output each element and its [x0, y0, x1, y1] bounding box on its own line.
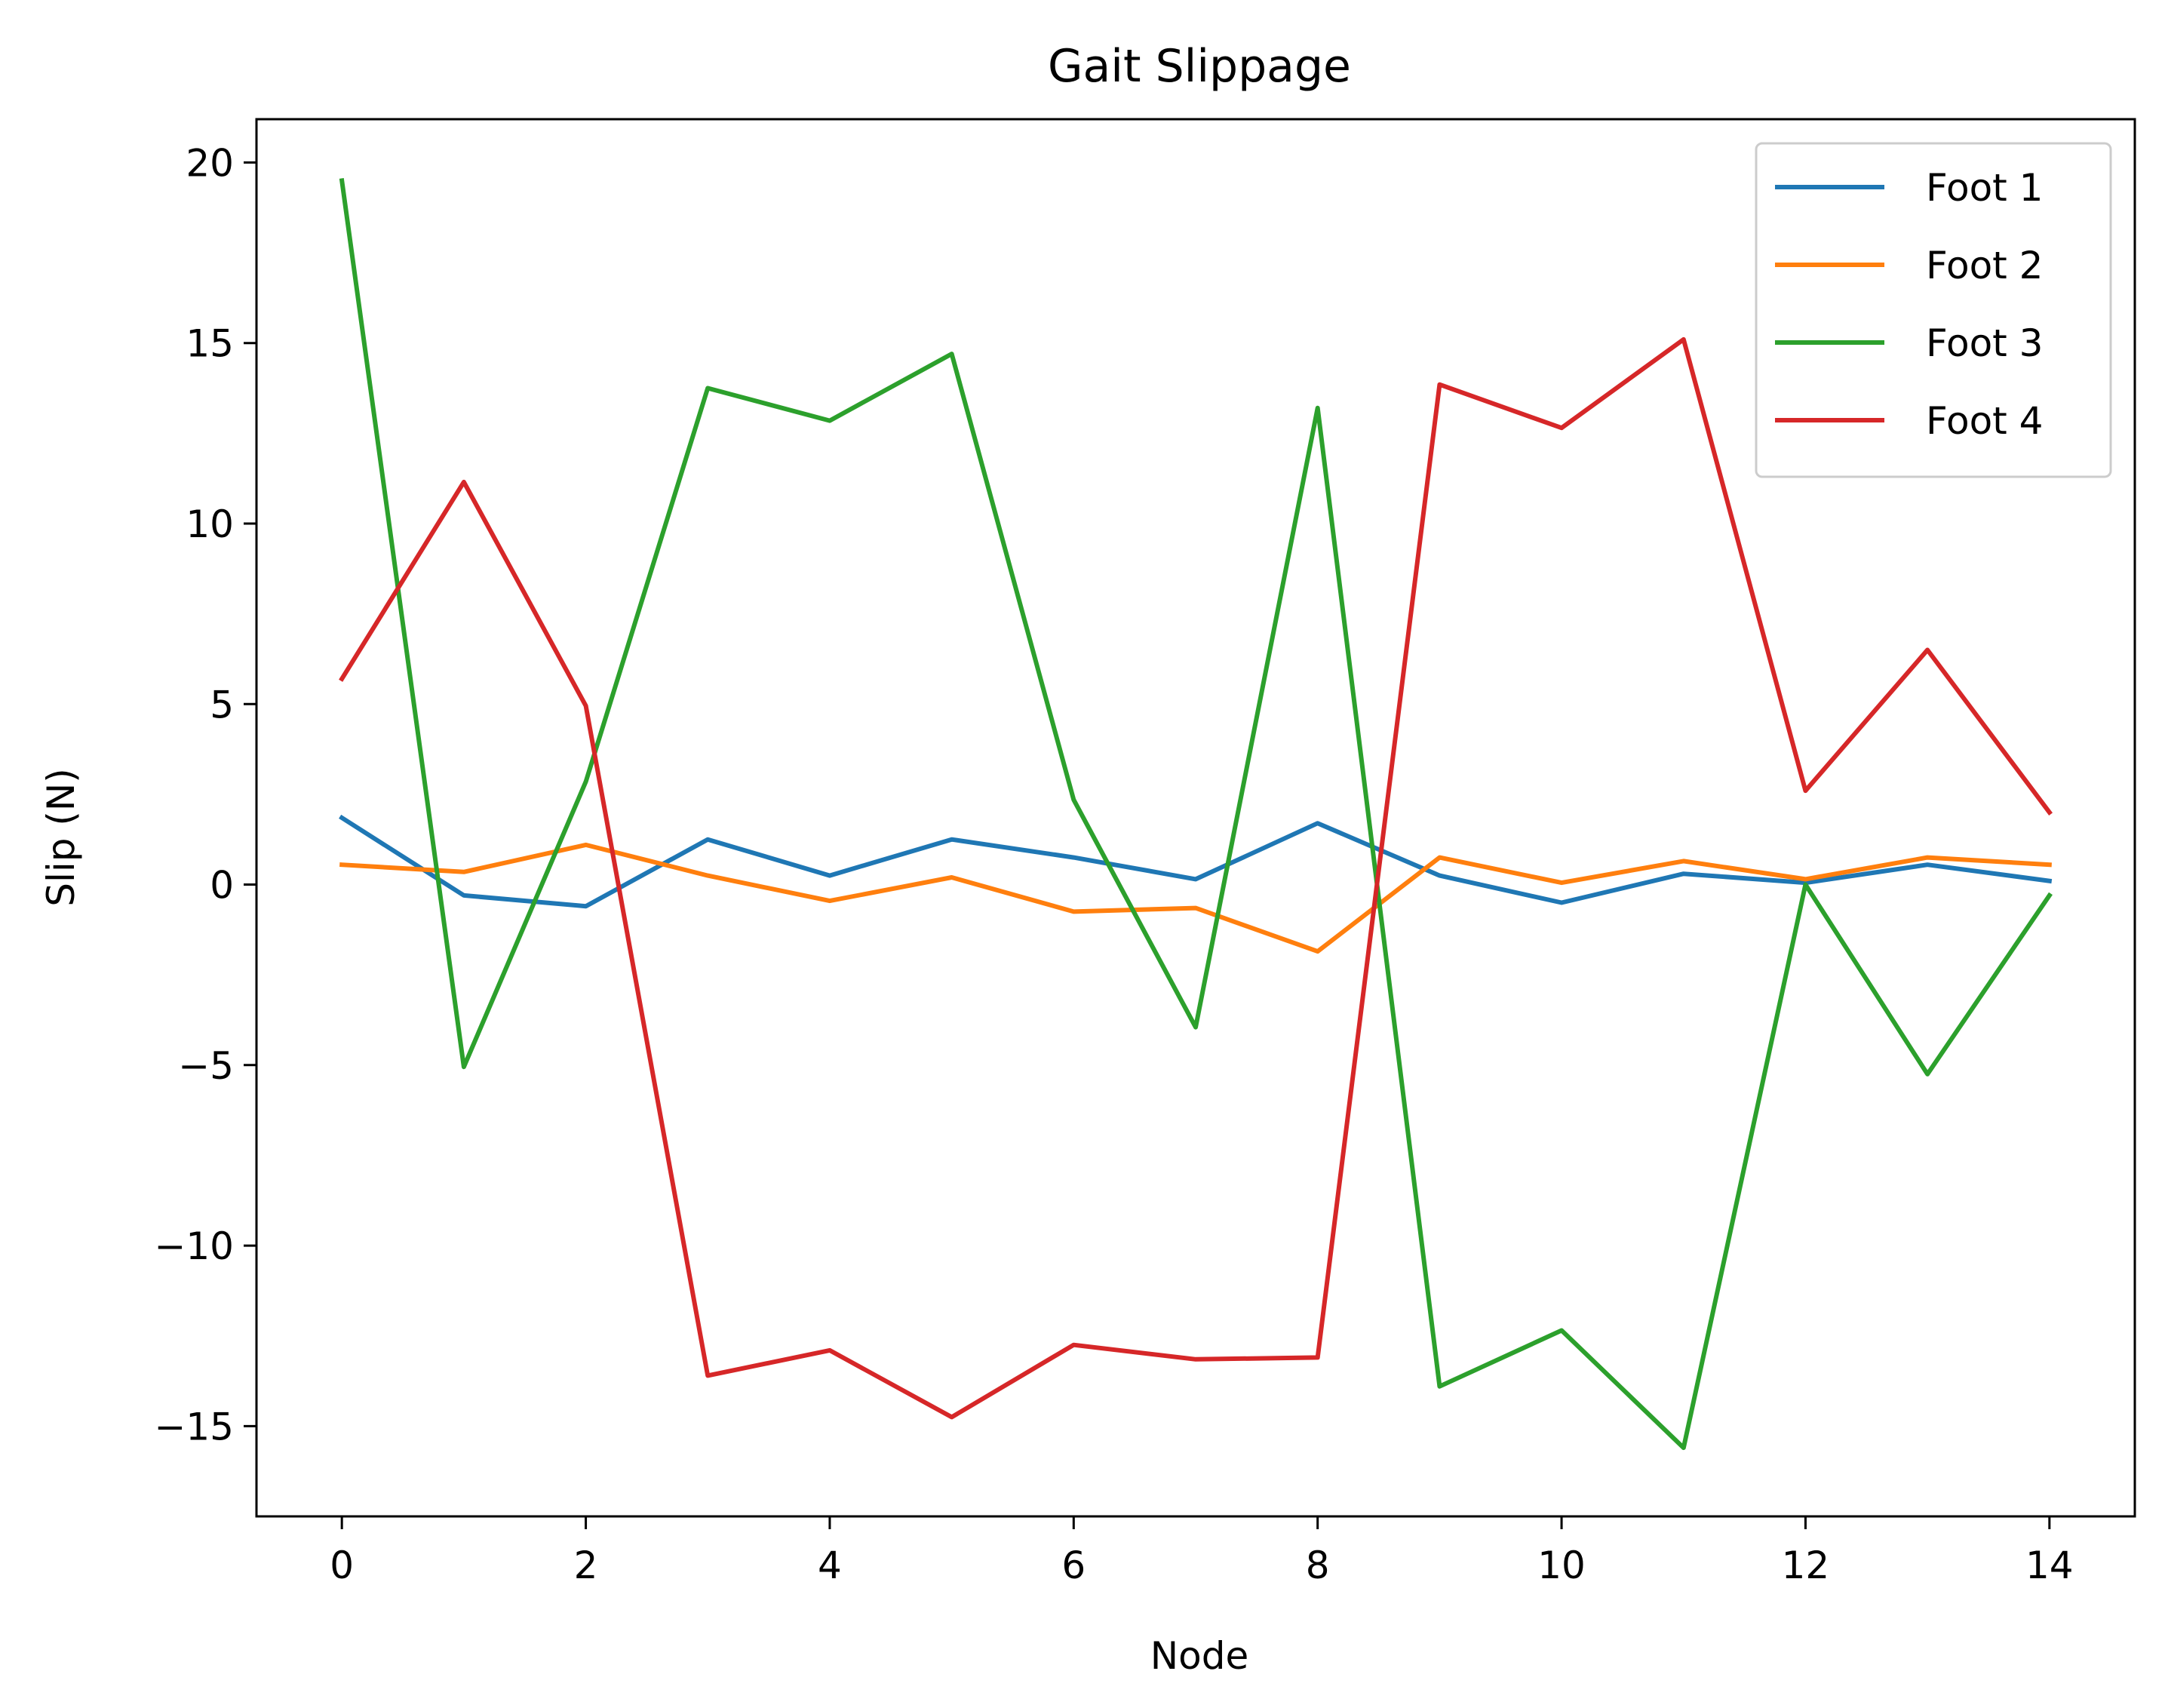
y-tick-label: −15 [154, 1405, 234, 1448]
y-tick-label: −10 [154, 1224, 234, 1268]
plot-frame [255, 118, 2136, 1518]
y-tick-label: 10 [186, 502, 234, 546]
y-tick-label: 15 [186, 322, 234, 366]
series-layer [339, 178, 2053, 1451]
x-tick-label: 4 [818, 1544, 842, 1587]
y-tick-label: 5 [210, 683, 234, 727]
axes-layer: 0 2 4 6 8 10 12 14 20 15 10 5 0 −5 −10 −15 [154, 118, 2136, 1587]
x-tick-label: 14 [2025, 1544, 2074, 1587]
y-tick-label: 0 [210, 864, 234, 908]
series-line-foot-3 [339, 178, 2053, 1451]
x-axis-title: Node [1150, 1634, 1249, 1678]
legend-label-foot-3: Foot 3 [1926, 321, 2043, 365]
legend-label-foot-1: Foot 1 [1926, 166, 2043, 210]
y-tick-label: −5 [178, 1044, 234, 1088]
x-tick-label: 10 [1537, 1544, 1586, 1587]
y-axis-title: Slip (N) [39, 768, 83, 907]
x-tick-label: 6 [1061, 1544, 1086, 1587]
series-line-foot-4 [339, 336, 2053, 1420]
legend-label-foot-4: Foot 4 [1926, 399, 2043, 443]
legend-label-foot-2: Foot 2 [1926, 244, 2043, 287]
series-line-foot-2 [339, 842, 2052, 954]
x-tick-label: 8 [1306, 1544, 1330, 1587]
x-tick-label: 0 [330, 1544, 354, 1587]
x-tick-label: 12 [1782, 1544, 1830, 1587]
chart-title: Gait Slippage [1048, 40, 1351, 93]
legend: Foot 1 Foot 2 Foot 3 Foot 4 [1755, 142, 2112, 478]
series-line-foot-1 [339, 814, 2053, 909]
legend-box [1755, 142, 2112, 478]
y-tick-label: 20 [186, 141, 234, 185]
x-tick-label: 2 [574, 1544, 598, 1587]
